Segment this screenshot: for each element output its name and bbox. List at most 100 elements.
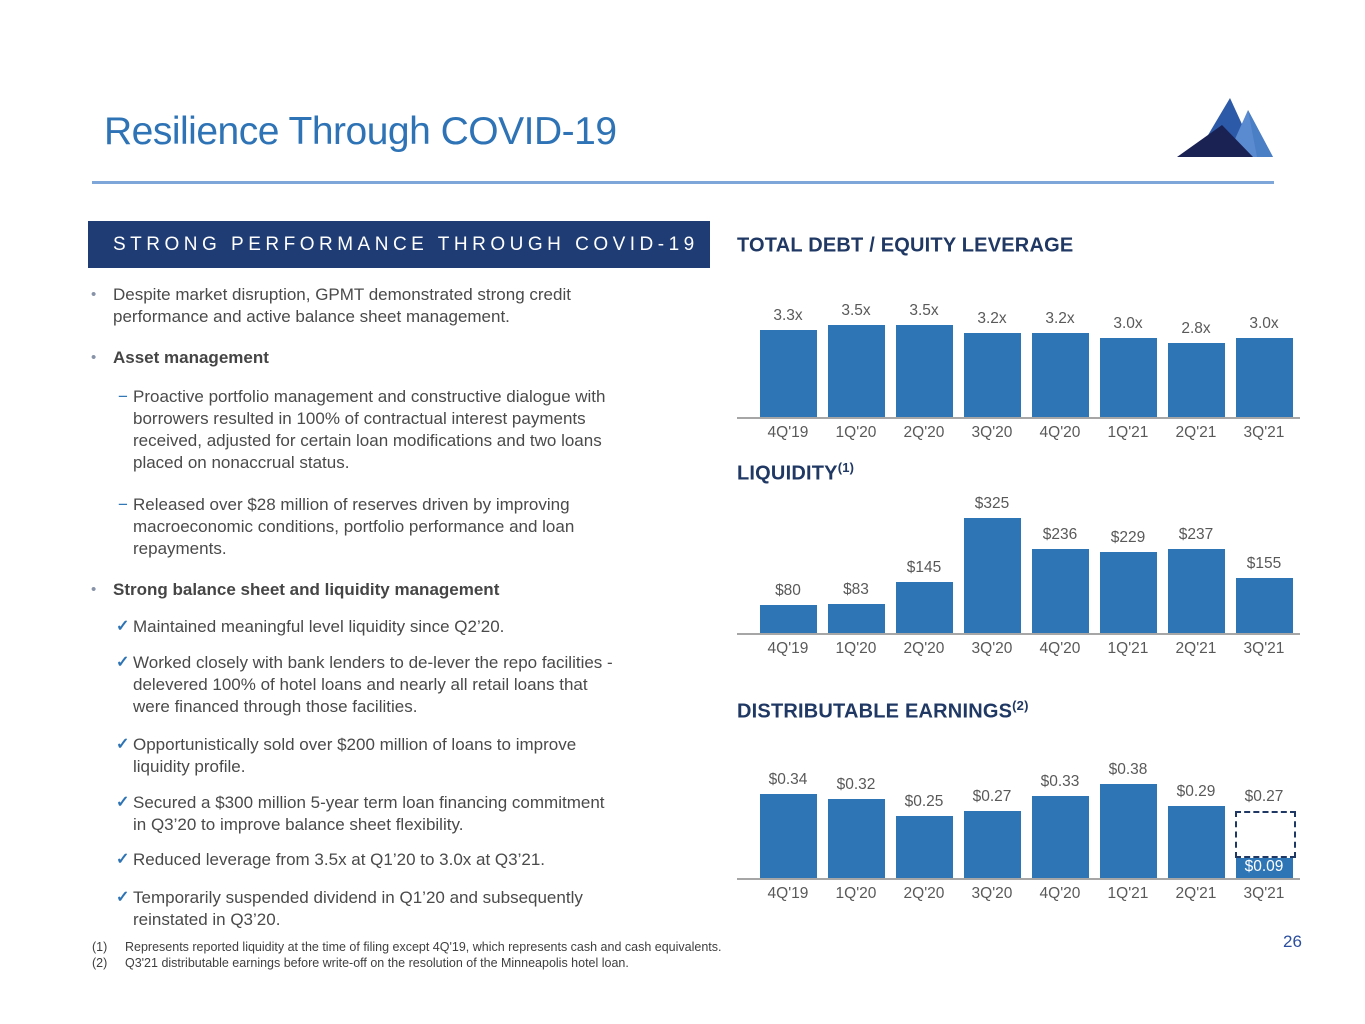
category-label: 4Q'20 [1039, 640, 1081, 657]
bullet-icon: • [91, 581, 97, 598]
list-item: ✓ Opportunistically sold over $200 milli… [116, 735, 577, 776]
category-label: 1Q'20 [835, 640, 877, 657]
checkmark-icon: ✓ [116, 794, 130, 811]
bar [895, 325, 953, 417]
bar-value-label: 2.8x [1181, 320, 1211, 337]
bar [1031, 549, 1089, 633]
liquidity-chart: LIQUIDITY(1) $80 $83 $145 $325 $236 $229 $237 $… [737, 460, 1300, 678]
dash-icon: − [118, 495, 128, 514]
category-label: 1Q'20 [835, 424, 877, 441]
list-item: • Strong balance sheet and liquidity man… [91, 580, 500, 599]
bullet-icon: • [91, 349, 97, 366]
bar [963, 518, 1021, 633]
chart-plot: $0.34 $0.32 $0.25 $0.27 $0.33 $0.38 $0.29 $0.09… [737, 730, 1300, 880]
category-label: 3Q'20 [971, 885, 1013, 902]
page-number: 26 [1283, 932, 1302, 951]
list-item: ✓ Temporarily suspended dividend in Q1’2… [116, 888, 583, 929]
bar-value-label: $83 [843, 581, 869, 598]
checkmark-icon: ✓ [116, 889, 130, 906]
bar [1099, 784, 1157, 878]
bar [895, 816, 953, 878]
chart-categories: 4Q'19 1Q'20 2Q'20 3Q'20 4Q'20 1Q'21 2Q'21 3Q'21 [737, 640, 1300, 660]
dash-icon: − [118, 387, 128, 406]
category-label: 2Q'21 [1175, 424, 1217, 441]
bar [1031, 333, 1089, 417]
category-label: 4Q'20 [1039, 885, 1081, 902]
bar [895, 582, 953, 633]
bar-value-label: 3.5x [909, 302, 939, 319]
checkmark-icon: ✓ [116, 618, 130, 635]
category-label: 2Q'21 [1175, 640, 1217, 657]
title-divider [92, 181, 1274, 184]
checkmark-icon: ✓ [116, 736, 130, 753]
leverage-chart: TOTAL DEBT / EQUITY LEVERAGE 3.3x 3.5x 3.5… [737, 232, 1300, 450]
bar [827, 799, 885, 878]
bar-value-label: 3.2x [1045, 310, 1075, 327]
bar-value-label: $0.34 [768, 771, 808, 788]
footnote: (1) Represents reported liquidity at the… [92, 940, 722, 954]
category-label: 3Q'21 [1243, 424, 1285, 441]
chart-title: DISTRIBUTABLE EARNINGS(2) [737, 698, 1029, 723]
category-label: 1Q'21 [1107, 885, 1149, 902]
panel-header: STRONG PERFORMANCE THROUGH COVID-19 [88, 221, 710, 268]
bar-value-label: $325 [974, 495, 1010, 512]
category-label: 3Q'20 [971, 424, 1013, 441]
bar [963, 333, 1021, 417]
bar-value-label: $236 [1042, 526, 1078, 543]
category-label: 4Q'19 [767, 885, 809, 902]
category-label: 3Q'21 [1243, 640, 1285, 657]
chart-title: TOTAL DEBT / EQUITY LEVERAGE [737, 234, 1074, 257]
category-label: 3Q'21 [1243, 885, 1285, 902]
bar-value-label: $0.32 [836, 776, 876, 793]
left-panel: STRONG PERFORMANCE THROUGH COVID-19 • De… [88, 221, 710, 931]
list-item: ✓ Secured a $300 million 5-year term loa… [116, 793, 605, 834]
checkmark-icon: ✓ [116, 851, 130, 868]
bar-value-label: $0.27 [1244, 788, 1284, 805]
category-label: 1Q'21 [1107, 640, 1149, 657]
category-label: 2Q'20 [903, 640, 945, 657]
footnote: (2) Q3'21 distributable earnings before … [92, 956, 629, 970]
bar-value-label: $0.29 [1176, 783, 1216, 800]
bar [1099, 552, 1157, 633]
bar-value-label: $0.25 [904, 793, 944, 810]
bar [1167, 806, 1225, 878]
category-label: 3Q'20 [971, 640, 1013, 657]
bar [827, 325, 885, 417]
bar [1099, 338, 1157, 417]
bar-value-label: $237 [1178, 526, 1214, 543]
bar [1235, 578, 1293, 633]
list-item: − Proactive portfolio management and con… [118, 387, 606, 472]
list-item: ✓ Reduced leverage from 3.5x at Q1’20 to… [116, 850, 546, 869]
list-item: ✓ Maintained meaningful level liquidity … [116, 617, 505, 636]
category-label: 1Q'20 [835, 885, 877, 902]
category-label: 4Q'20 [1039, 424, 1081, 441]
bar [1031, 796, 1089, 878]
checkmark-icon: ✓ [116, 654, 130, 671]
chart-plot: $80 $83 $145 $325 $236 $229 $237 $155 [737, 490, 1300, 635]
page-title: Resilience Through COVID-19 [104, 110, 617, 153]
bar [1167, 343, 1225, 417]
category-label: 4Q'19 [767, 640, 809, 657]
list-item: • Asset management [91, 348, 269, 367]
chart-categories: 4Q'19 1Q'20 2Q'20 3Q'20 4Q'20 1Q'21 2Q'21 3Q'21 [737, 424, 1300, 444]
bar [827, 604, 885, 633]
category-label: 1Q'21 [1107, 424, 1149, 441]
category-label: 2Q'21 [1175, 885, 1217, 902]
bar-value-label: $155 [1246, 555, 1282, 572]
bar-value-label: $0.38 [1108, 761, 1148, 778]
chart-categories: 4Q'19 1Q'20 2Q'20 3Q'20 4Q'20 1Q'21 2Q'21 3Q'21 [737, 885, 1300, 905]
dashed-bar-segment [1234, 811, 1296, 858]
chart-plot: 3.3x 3.5x 3.5x 3.2x 3.2x 3.0x 2.8x 3.0x [737, 256, 1300, 419]
footnotes: (1) Represents reported liquidity at the… [92, 939, 792, 971]
category-label: 4Q'19 [767, 424, 809, 441]
bar-value-label: $229 [1110, 529, 1146, 546]
bar-value-label: $145 [906, 559, 942, 576]
bar [1235, 338, 1293, 417]
bar [759, 605, 817, 633]
list-item: • Despite market disruption, GPMT demons… [91, 285, 571, 326]
mountain-logo-icon [1177, 98, 1273, 157]
bar [963, 811, 1021, 878]
bar [759, 330, 817, 417]
bar-value-label: $0.33 [1040, 773, 1080, 790]
